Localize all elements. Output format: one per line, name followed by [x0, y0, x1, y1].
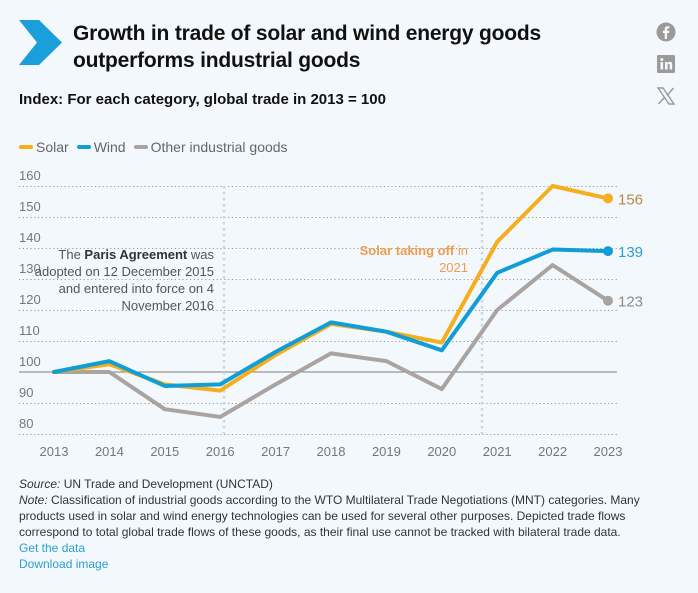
note-line: Note: Classification of industrial goods… [19, 492, 684, 540]
chart-legend: Solar Wind Other industrial goods [19, 139, 296, 155]
note-label: Note: [19, 493, 48, 507]
download-image-link[interactable]: Download image [19, 557, 109, 571]
y-tick-label: 150 [19, 199, 41, 214]
x-tick-label: 2020 [427, 444, 456, 459]
x-tick-label: 2022 [538, 444, 567, 459]
x-tick-label: 2016 [206, 444, 235, 459]
linkedin-share-button[interactable] [656, 54, 678, 76]
legend-swatch [133, 145, 148, 149]
legend-item-solar[interactable]: Solar [19, 139, 69, 155]
legend-item-other-industrial-goods[interactable]: Other industrial goods [133, 139, 288, 155]
legend-label: Other industrial goods [150, 139, 288, 155]
x-tick-label: 2015 [150, 444, 179, 459]
end-label-wind: 139 [618, 244, 643, 261]
paris-agreement-annotation-line: and entered into force on 4 [59, 281, 214, 296]
facebook-icon [656, 22, 676, 42]
y-tick-label: 100 [19, 354, 41, 369]
source-label: Source: [19, 477, 61, 491]
paris-agreement-annotation-line: November 2016 [122, 298, 215, 313]
x-tick-label: 2021 [483, 444, 512, 459]
chart-footer: Source: UN Trade and Development (UNCTAD… [19, 476, 684, 572]
chart-subtitle: Index: For each category, global trade i… [19, 91, 386, 108]
source-text: UN Trade and Development (UNCTAD) [60, 477, 273, 491]
x-tick-label: 2019 [372, 444, 401, 459]
y-tick-label: 110 [19, 323, 40, 338]
end-label-solar: 156 [618, 191, 643, 208]
y-tick-label: 130 [19, 261, 41, 276]
paris-agreement-annotation-line: The Paris Agreement was [58, 247, 214, 262]
legend-label: Solar [36, 139, 69, 155]
x-tick-label: 2013 [40, 444, 69, 459]
line-chart: 160 150 140 130 120 110 100 90 80 2013 2014 2015 201… [19, 168, 643, 459]
legend-swatch [76, 145, 91, 149]
solar-takeoff-annotation-line: Solar taking off in [360, 243, 468, 258]
data-point-other-industrial-goods-2023 [603, 295, 613, 306]
solar-takeoff-annotation-line: 2021 [439, 260, 468, 275]
end-label-other-industrial-goods: 123 [618, 294, 643, 311]
paris-agreement-annotation-line: adopted on 12 December 2015 [35, 264, 214, 279]
y-tick-label: 80 [19, 416, 33, 431]
facebook-share-button[interactable] [656, 22, 678, 44]
x-tick-label: 2014 [95, 444, 124, 459]
chart-title: Growth in trade of solar and wind energy… [73, 22, 542, 72]
x-tick-label: 2018 [317, 444, 346, 459]
x-tick-label: 2023 [594, 444, 623, 459]
legend-label: Wind [93, 139, 126, 155]
y-tick-label: 90 [19, 385, 33, 400]
source-line: Source: UN Trade and Development (UNCTAD… [19, 476, 684, 492]
y-tick-label: 140 [19, 230, 41, 245]
x-tick-label: 2017 [261, 444, 290, 459]
x-share-button[interactable] [656, 86, 678, 108]
get-data-link[interactable]: Get the data [19, 541, 86, 555]
brand-chevron-icon [19, 20, 62, 65]
y-tick-label: 160 [19, 168, 41, 183]
legend-swatch [19, 145, 33, 149]
data-point-solar-2023 [603, 193, 613, 204]
legend-item-wind[interactable]: Wind [76, 139, 126, 155]
note-text: Classification of industrial goods accor… [19, 493, 640, 539]
y-tick-label: 120 [19, 292, 41, 307]
x-icon [656, 87, 676, 105]
data-point-wind-2023 [603, 246, 613, 257]
linkedin-icon [657, 55, 675, 73]
